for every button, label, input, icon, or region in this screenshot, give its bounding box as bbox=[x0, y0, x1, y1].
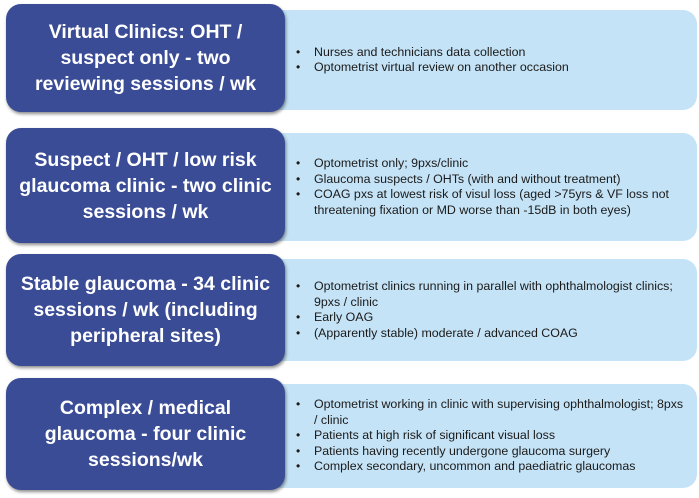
category-title: Stable glaucoma - 34 clinic sessions / w… bbox=[20, 273, 271, 347]
bullet-item: COAG pxs at lowest risk of visul loss (a… bbox=[296, 187, 689, 218]
category-title: Virtual Clinics: OHT / suspect only - tw… bbox=[34, 21, 257, 95]
detail-panel: Optometrist only; 9pxs/clinic Glaucoma s… bbox=[258, 133, 697, 241]
category-box: Suspect / OHT / low risk glaucoma clinic… bbox=[6, 128, 285, 243]
bullet-item: Patients having recently undergone glauc… bbox=[296, 444, 689, 460]
category-box: Stable glaucoma - 34 clinic sessions / w… bbox=[6, 254, 285, 366]
bullet-item: Patients at high risk of significant vis… bbox=[296, 428, 689, 444]
bullet-item: (Apparently stable) moderate / advanced … bbox=[296, 326, 689, 342]
bullet-item: Nurses and technicians data collection bbox=[296, 45, 689, 61]
detail-panel: Optometrist clinics running in parallel … bbox=[258, 259, 697, 361]
bullet-item: Optometrist only; 9pxs/clinic bbox=[296, 156, 689, 172]
bullet-list: Nurses and technicians data collection O… bbox=[296, 45, 689, 76]
category-box: Complex / medical glaucoma - four clinic… bbox=[6, 378, 285, 490]
bullet-list: Optometrist only; 9pxs/clinic Glaucoma s… bbox=[296, 156, 689, 218]
bullet-item: Early OAG bbox=[296, 310, 689, 326]
bullet-item: Glaucoma suspects / OHTs (with and witho… bbox=[296, 172, 689, 188]
bullet-item: Complex secondary, uncommon and paediatr… bbox=[296, 459, 689, 475]
bullet-list: Optometrist clinics running in parallel … bbox=[296, 279, 689, 341]
bullet-item: Optometrist working in clinic with super… bbox=[296, 397, 689, 428]
bullet-item: Optometrist clinics running in parallel … bbox=[296, 279, 689, 310]
detail-panel: Nurses and technicians data collection O… bbox=[258, 10, 697, 110]
category-title: Complex / medical glaucoma - four clinic… bbox=[44, 397, 247, 471]
bullet-list: Optometrist working in clinic with super… bbox=[296, 397, 689, 475]
category-title: Suspect / OHT / low risk glaucoma clinic… bbox=[19, 148, 272, 223]
category-box: Virtual Clinics: OHT / suspect only - tw… bbox=[6, 4, 285, 112]
detail-panel: Optometrist working in clinic with super… bbox=[258, 384, 697, 488]
bullet-item: Optometrist virtual review on another oc… bbox=[296, 60, 689, 76]
